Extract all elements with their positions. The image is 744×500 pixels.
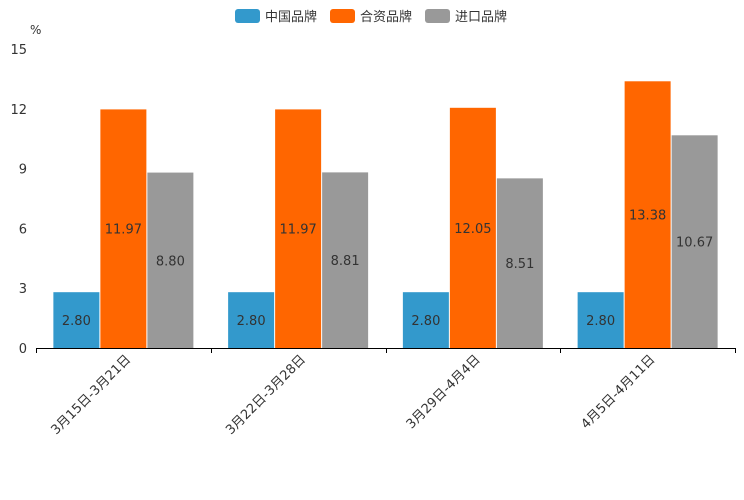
bar-value-label: 8.81 <box>331 254 360 269</box>
bar-value-label: 8.80 <box>156 254 185 269</box>
x-category-label: 3月29日-4月4日 <box>404 352 484 432</box>
legend-label: 进口品牌 <box>455 9 507 25</box>
bar[interactable] <box>275 109 322 348</box>
bar[interactable] <box>577 292 624 348</box>
bar[interactable] <box>402 292 449 348</box>
bar-value-label: 12.05 <box>454 222 491 237</box>
bar[interactable] <box>147 172 194 348</box>
bar[interactable] <box>449 107 496 348</box>
bar[interactable] <box>53 292 100 348</box>
x-axis: 3月15日-3月21日 3月22日-3月28日 3月29日-4月4日 4月5日-4月1… <box>36 348 736 438</box>
y-axis-unit-label: % <box>30 23 41 37</box>
bar[interactable] <box>228 292 275 348</box>
legend-item[interactable]: 进口品牌 <box>425 9 507 25</box>
y-tick-label: 0 <box>19 342 27 357</box>
bars: 2.80 11.97 8.80 2.80 11.97 8.81 2.80 12.05 8.51 2… <box>53 81 718 349</box>
bar[interactable] <box>322 172 369 348</box>
bar-value-label: 10.67 <box>676 236 713 251</box>
legend-item[interactable]: 中国品牌 <box>235 9 317 25</box>
y-tick-label: 6 <box>19 222 27 237</box>
bar-value-label: 11.97 <box>280 223 317 238</box>
legend-label: 中国品牌 <box>265 9 317 25</box>
x-category-label: 3月22日-3月28日 <box>223 352 309 438</box>
bar-value-label: 11.97 <box>105 223 142 238</box>
bar[interactable] <box>624 81 671 349</box>
y-tick-label: 9 <box>19 163 27 178</box>
bar[interactable] <box>496 178 543 348</box>
bar-value-label: 2.80 <box>411 314 440 329</box>
x-category-label: 4月5日-4月11日 <box>579 352 659 432</box>
legend-swatch <box>235 9 260 23</box>
bar-value-label: 13.38 <box>629 209 666 224</box>
y-axis: 0 3 6 9 12 15 <box>10 43 27 357</box>
legend-swatch <box>425 9 450 23</box>
bar-value-label: 2.80 <box>62 314 91 329</box>
bar-value-label: 2.80 <box>237 314 266 329</box>
bar[interactable] <box>671 135 718 348</box>
y-tick-label: 3 <box>19 282 27 297</box>
x-category-label: 3月15日-3月21日 <box>48 352 134 438</box>
legend-swatch <box>330 9 355 23</box>
bar-value-label: 8.51 <box>505 257 534 272</box>
y-tick-label: 12 <box>10 103 27 118</box>
legend: 中国品牌 合资品牌 进口品牌 <box>235 9 507 25</box>
bar[interactable] <box>100 109 147 348</box>
bar-value-label: 2.80 <box>586 314 615 329</box>
legend-label: 合资品牌 <box>360 9 412 25</box>
y-tick-label: 15 <box>10 43 27 58</box>
legend-item[interactable]: 合资品牌 <box>330 9 412 25</box>
